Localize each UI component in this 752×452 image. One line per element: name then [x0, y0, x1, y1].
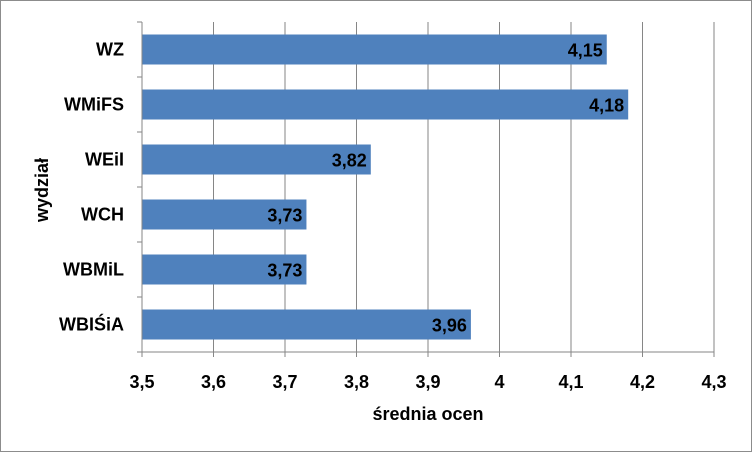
x-tick-label: 3,7 [272, 372, 297, 392]
category-label: WBMiL [63, 260, 124, 280]
x-tick-label: 3,9 [415, 372, 440, 392]
bar [142, 89, 629, 120]
data-label: 3,73 [267, 261, 302, 281]
grid-lines [141, 22, 715, 352]
bar [142, 199, 307, 230]
bar [142, 34, 607, 65]
category-label: WZ [96, 40, 124, 60]
bar [142, 254, 307, 285]
bar [142, 144, 371, 175]
x-tick-label: 4,3 [701, 372, 726, 392]
data-label: 3,73 [267, 206, 302, 226]
data-label: 3,96 [432, 316, 467, 336]
data-label: 4,15 [568, 41, 603, 61]
x-tick-label: 4,2 [630, 372, 655, 392]
x-tick-label: 3,5 [129, 372, 154, 392]
labels: 3,5 3,6 3,7 3,8 3,9 4 4,1 4,2 4,3 WZ 4,15 WMiFS 4,18… [59, 40, 727, 393]
y-axis-title: wydział [32, 158, 52, 223]
axes [137, 21, 715, 357]
bars [142, 34, 629, 340]
x-tick-label: 3,6 [201, 372, 226, 392]
category-label: WMiFS [64, 95, 124, 115]
data-label: 4,18 [589, 96, 624, 116]
x-tick-label: 4 [494, 372, 504, 392]
x-axis-title: średnia ocen [372, 404, 483, 424]
category-label: WCH [81, 205, 124, 225]
category-label: WEiI [85, 150, 124, 170]
data-label: 3,82 [332, 151, 367, 171]
x-tick-label: 4,1 [558, 372, 583, 392]
category-label: WBIŚiA [59, 314, 124, 335]
x-tick-label: 3,8 [344, 372, 369, 392]
bar [142, 309, 471, 340]
